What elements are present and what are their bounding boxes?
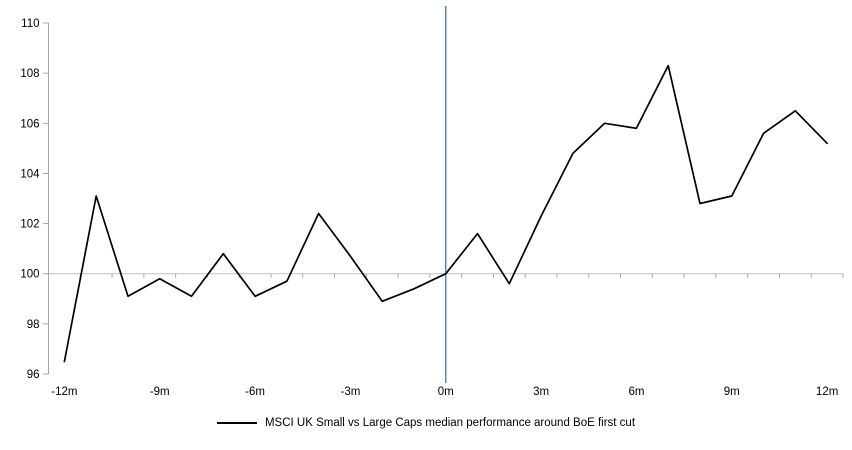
y-axis-label: 96	[27, 369, 40, 381]
x-axis-label: 12m	[816, 386, 838, 398]
x-axis-label: -3m	[341, 386, 361, 398]
y-axis-label: 98	[27, 319, 40, 331]
series-line	[63, 64, 828, 363]
y-axis-label: 100	[20, 269, 39, 281]
x-axis-label: 9m	[724, 386, 740, 398]
y-axis-label: 106	[20, 118, 39, 130]
y-axis-label: 108	[20, 68, 39, 80]
x-axis-label: 6m	[628, 386, 644, 398]
legend: MSCI UK Small vs Large Caps median perfo…	[0, 417, 852, 429]
y-axis-label: 102	[20, 219, 39, 231]
x-axis-label: -6m	[245, 386, 265, 398]
legend-label: MSCI UK Small vs Large Caps median perfo…	[264, 417, 636, 429]
y-axis-label: 104	[20, 168, 40, 180]
x-axis-label: -12m	[51, 386, 77, 398]
y-axis-label: 110	[21, 18, 39, 30]
x-axis-label: 0m	[438, 386, 454, 398]
legend-line-swatch	[216, 422, 257, 424]
x-axis-label: -9m	[150, 386, 170, 398]
x-axis-label: 3m	[533, 386, 549, 398]
